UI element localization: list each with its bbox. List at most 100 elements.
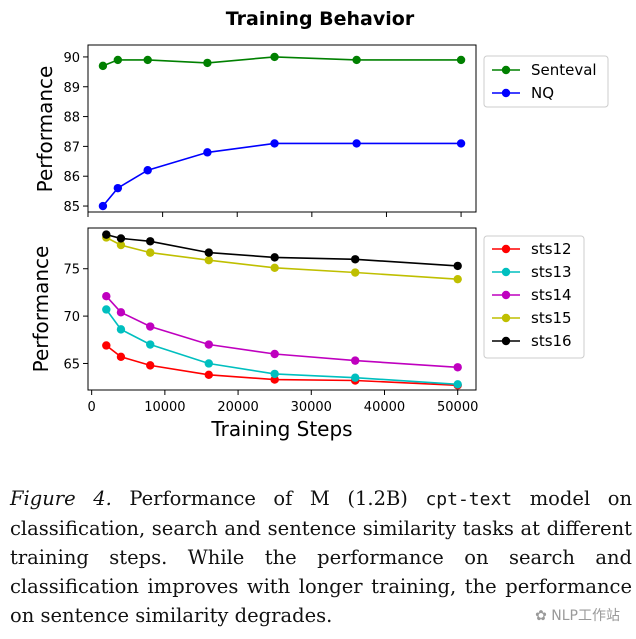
data-point-nq bbox=[203, 148, 212, 157]
series-line-nq bbox=[102, 142, 462, 207]
data-point-sts13 bbox=[351, 373, 360, 382]
data-point-nq bbox=[98, 201, 108, 211]
legend-label: sts15 bbox=[531, 309, 572, 327]
x-tick-label: 0 bbox=[88, 400, 96, 415]
data-point-nq bbox=[352, 139, 361, 148]
bottom-y-axis-ticks: 65 70 75 bbox=[63, 263, 88, 372]
x-tick-label: 50000 bbox=[437, 400, 478, 415]
series-senteval bbox=[98, 52, 466, 71]
top-series-group bbox=[98, 52, 466, 211]
legend-swatch-marker bbox=[501, 290, 511, 300]
data-point-senteval bbox=[203, 58, 212, 68]
data-point-nq bbox=[143, 166, 152, 175]
data-point-sts14 bbox=[453, 363, 462, 372]
legend-swatch-marker bbox=[501, 244, 511, 254]
data-point-sts15 bbox=[204, 256, 213, 265]
legend-item-senteval: Senteval bbox=[492, 61, 597, 79]
data-point-sts16 bbox=[453, 261, 462, 271]
legend-swatch-marker bbox=[501, 65, 511, 75]
legend-item-sts13: sts13 bbox=[492, 263, 572, 281]
series-line-sts13 bbox=[105, 309, 458, 386]
legend-swatch-marker bbox=[501, 267, 511, 277]
series-sts14 bbox=[102, 292, 462, 372]
data-point-sts16 bbox=[351, 255, 360, 264]
series-sts16 bbox=[102, 230, 462, 271]
caption-text-start: Performance of M (1.2B) bbox=[129, 487, 408, 510]
top-y-axis-label: Performance bbox=[33, 66, 57, 193]
x-tick-label: 30000 bbox=[291, 400, 332, 415]
series-line-sts16 bbox=[106, 233, 458, 267]
watermark: ✿ NLP工作站 bbox=[535, 605, 620, 625]
data-point-sts13 bbox=[204, 359, 213, 368]
data-point-sts16 bbox=[102, 230, 111, 239]
top-x-axis-ticks bbox=[87, 212, 462, 217]
bottom-x-axis-ticks: 0 10000 20000 30000 40000 50000 bbox=[88, 390, 478, 415]
legend-item-nq: NQ bbox=[492, 84, 554, 102]
legend-item-sts15: sts15 bbox=[492, 309, 572, 327]
bottom-plot-frame bbox=[87, 227, 477, 391]
top-plot-frame bbox=[87, 44, 477, 213]
y-tick-label: 87 bbox=[63, 140, 80, 155]
top-y-axis-ticks: 85 86 87 88 89 90 bbox=[63, 51, 88, 215]
data-point-senteval bbox=[113, 55, 123, 65]
data-point-sts13 bbox=[116, 325, 126, 334]
bottom-series-group bbox=[102, 230, 462, 390]
legend-label: Senteval bbox=[531, 61, 597, 79]
training-behavior-figure: Training Behavior 85 86 87 88 89 90 Performan… bbox=[29, 8, 609, 441]
data-point-sts14 bbox=[116, 308, 126, 317]
series-sts13 bbox=[102, 305, 462, 389]
legend-swatch-marker bbox=[501, 313, 511, 323]
top-panel: 85 86 87 88 89 90 Performance Senteval NQ bbox=[33, 44, 609, 217]
data-point-sts14 bbox=[204, 340, 213, 349]
data-point-senteval bbox=[270, 52, 279, 62]
data-point-sts13 bbox=[146, 340, 155, 349]
data-point-sts13 bbox=[270, 369, 279, 379]
bottom-x-axis-label: Training Steps bbox=[210, 417, 352, 441]
data-point-sts15 bbox=[453, 274, 462, 284]
legend-label: sts13 bbox=[531, 263, 572, 281]
caption-text-end: model on classification, search and sent… bbox=[10, 487, 632, 627]
data-point-sts16 bbox=[270, 253, 279, 262]
series-line-sts12 bbox=[105, 344, 458, 387]
data-point-senteval bbox=[98, 61, 108, 71]
bottom-panel: 65 70 75 0 10000 20000 30000 40000 50000 Perfor… bbox=[29, 227, 585, 441]
legend-label: sts14 bbox=[531, 286, 572, 304]
data-point-sts13 bbox=[453, 380, 462, 389]
y-tick-label: 88 bbox=[63, 111, 80, 126]
y-tick-label: 70 bbox=[63, 310, 80, 325]
data-point-sts13 bbox=[102, 305, 111, 314]
legend-label: sts16 bbox=[531, 332, 572, 350]
caption-figure-label: Figure 4. bbox=[10, 487, 112, 510]
data-point-senteval bbox=[352, 55, 361, 65]
data-point-nq bbox=[270, 139, 279, 148]
data-point-sts12 bbox=[116, 352, 126, 362]
data-point-sts15 bbox=[270, 263, 279, 272]
watermark-text: NLP工作站 bbox=[551, 608, 620, 624]
data-point-sts12 bbox=[146, 361, 155, 370]
legend-item-sts14: sts14 bbox=[492, 286, 572, 304]
data-point-senteval bbox=[143, 55, 152, 65]
y-tick-label: 90 bbox=[63, 51, 80, 66]
y-tick-label: 65 bbox=[63, 357, 80, 372]
data-point-sts15 bbox=[116, 240, 126, 250]
bottom-legend: sts12 sts13 sts14 sts15 sts16 bbox=[483, 235, 585, 359]
y-tick-label: 85 bbox=[63, 200, 80, 215]
data-point-sts14 bbox=[351, 356, 360, 365]
data-point-sts14 bbox=[102, 292, 111, 301]
data-point-sts15 bbox=[146, 248, 155, 257]
data-point-senteval bbox=[456, 55, 466, 65]
series-line-senteval bbox=[102, 56, 462, 67]
series-sts12 bbox=[102, 341, 462, 390]
data-point-sts12 bbox=[102, 341, 111, 350]
legend-swatch-marker bbox=[501, 336, 511, 346]
data-point-sts14 bbox=[270, 349, 279, 359]
series-line-sts14 bbox=[105, 295, 458, 369]
data-point-nq bbox=[113, 183, 123, 193]
data-point-sts16 bbox=[116, 234, 126, 243]
y-tick-label: 86 bbox=[63, 170, 80, 185]
series-nq bbox=[98, 139, 466, 211]
data-point-sts14 bbox=[146, 322, 155, 331]
bottom-legend-box bbox=[483, 235, 585, 359]
legend-item-sts16: sts16 bbox=[492, 332, 572, 350]
legend-swatch-marker bbox=[501, 88, 511, 98]
